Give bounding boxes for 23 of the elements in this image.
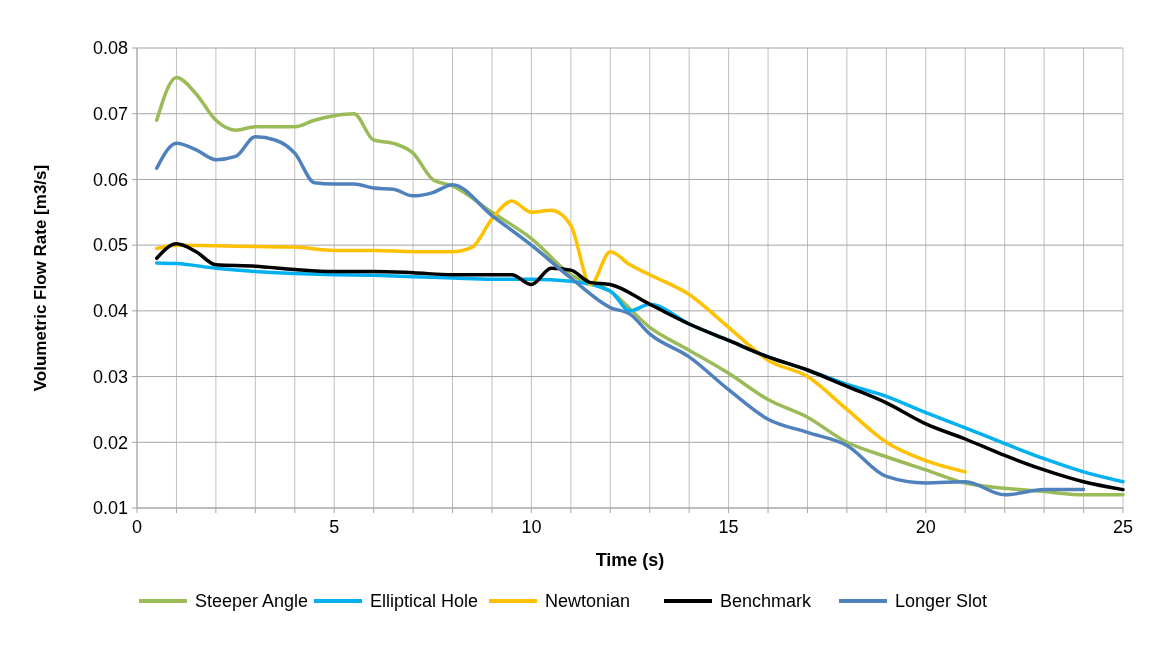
y-tick-label: 0.01 (92, 498, 128, 519)
y-tick-label: 0.06 (92, 169, 128, 190)
x-tick-label: 10 (521, 517, 542, 537)
y-axis-title: Volumetric Flow Rate [m3/s] (31, 164, 50, 392)
y-tick-label: 0.02 (92, 432, 128, 453)
x-tick-label: 5 (329, 517, 340, 537)
y-tick-label: 0.07 (92, 104, 128, 125)
x-tick-label: 15 (718, 517, 739, 537)
x-tick-label: 20 (915, 517, 936, 537)
y-tick-label: 0.08 (92, 38, 128, 59)
line-series (154, 199, 967, 474)
x-tick-label: 0 (131, 517, 143, 537)
legend-label: Elliptical Hole (370, 591, 479, 612)
legend-label: Benchmark (720, 591, 813, 612)
line-series (154, 134, 1086, 497)
y-tick-label: 0.03 (92, 366, 128, 387)
x-tick-label: 25 (1112, 517, 1134, 537)
y-tick-label: 0.04 (92, 301, 128, 322)
legend-label: Newtonian (545, 591, 631, 612)
y-tick-label: 0.05 (92, 235, 128, 256)
legend-label: Steeper Angle (195, 591, 309, 612)
x-axis-title: Time (s) (595, 550, 665, 570)
legend-label: Longer Slot (895, 591, 988, 612)
